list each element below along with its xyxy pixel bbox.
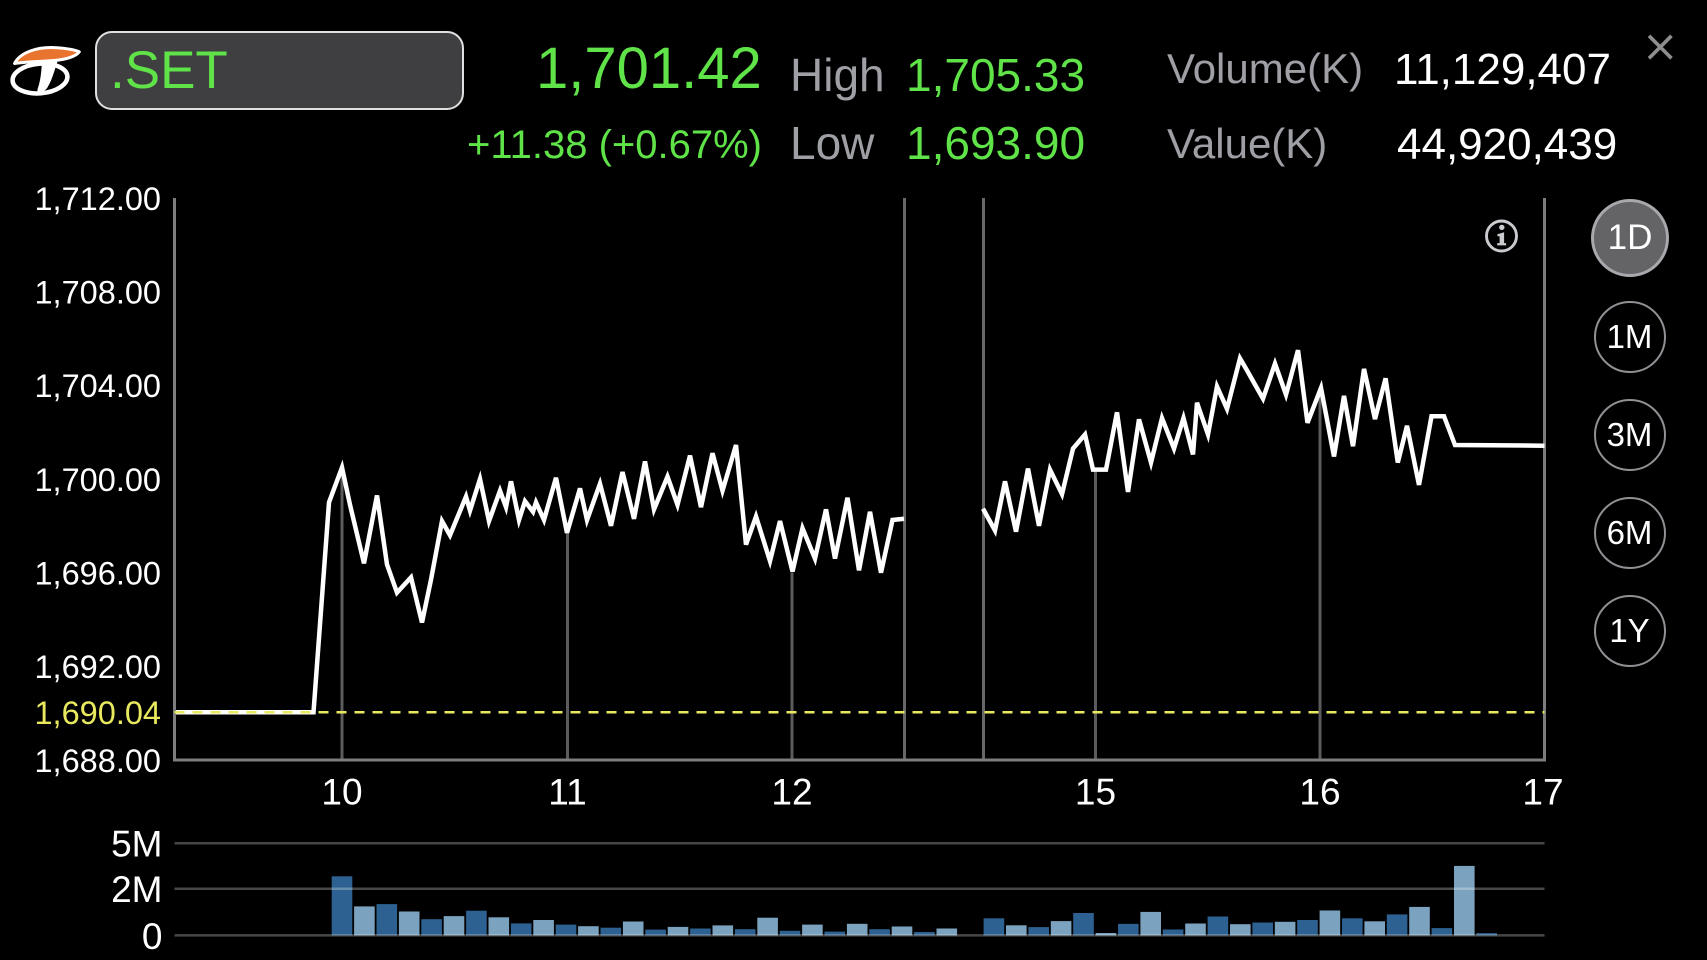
- svg-text:1,712.00: 1,712.00: [34, 181, 161, 217]
- svg-text:2M: 2M: [111, 869, 162, 910]
- svg-text:1,704.00: 1,704.00: [34, 368, 161, 404]
- svg-text:17: 17: [1522, 771, 1563, 812]
- svg-text:15: 15: [1075, 771, 1116, 812]
- svg-text:1,692.00: 1,692.00: [34, 649, 161, 685]
- svg-text:1,700.00: 1,700.00: [34, 462, 161, 498]
- svg-text:1,690.04: 1,690.04: [34, 695, 161, 731]
- svg-text:12: 12: [771, 771, 812, 812]
- svg-text:1,688.00: 1,688.00: [34, 743, 161, 779]
- svg-text:16: 16: [1299, 771, 1340, 812]
- svg-text:1,708.00: 1,708.00: [34, 275, 161, 311]
- svg-text:1,696.00: 1,696.00: [34, 556, 161, 592]
- svg-text:11: 11: [548, 771, 586, 812]
- svg-text:10: 10: [321, 771, 362, 812]
- svg-text:0: 0: [142, 916, 163, 957]
- svg-text:5M: 5M: [111, 824, 162, 865]
